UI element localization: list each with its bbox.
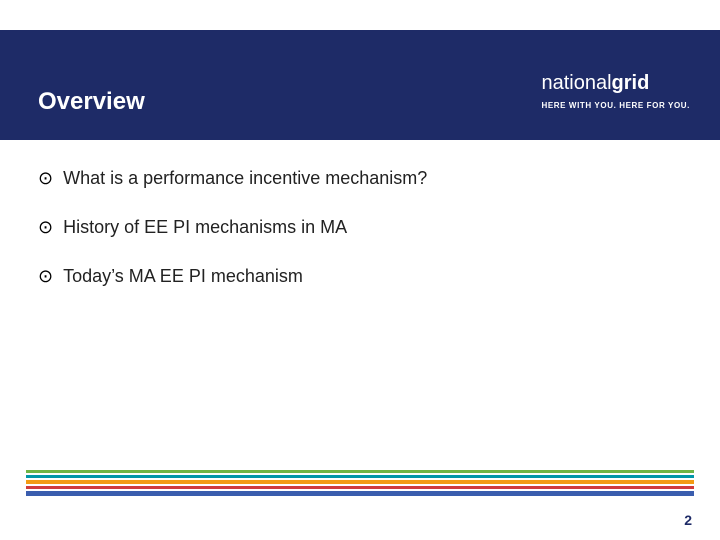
stripe [26,470,694,473]
footer-stripes [26,468,694,496]
logo-part-2: grid [612,72,650,94]
logo-tagline: HERE WITH YOU. HERE FOR YOU. [541,101,690,110]
bullet-text: History of EE PI mechanisms in MA [63,217,347,238]
list-item: ⊙ History of EE PI mechanisms in MA [38,217,678,238]
bullet-icon: ⊙ [38,218,53,236]
bullet-icon: ⊙ [38,267,53,285]
slide: Overview nationalgrid HERE WITH YOU. HER… [0,0,720,540]
bullet-text: Today’s MA EE PI mechanism [63,266,303,287]
logo-text: nationalgrid [541,72,690,95]
bullet-list: ⊙ What is a performance incentive mechan… [38,168,678,315]
list-item: ⊙ What is a performance incentive mechan… [38,168,678,189]
stripe [26,480,694,484]
bullet-icon: ⊙ [38,169,53,187]
list-item: ⊙ Today’s MA EE PI mechanism [38,266,678,287]
bullet-text: What is a performance incentive mechanis… [63,168,427,189]
stripe [26,491,694,496]
stripe [26,475,694,478]
logo-part-1: national [541,72,611,94]
brand-logo: nationalgrid HERE WITH YOU. HERE FOR YOU… [541,72,690,110]
stripe [26,486,694,489]
page-title: Overview [38,88,145,116]
page-number: 2 [684,512,692,528]
